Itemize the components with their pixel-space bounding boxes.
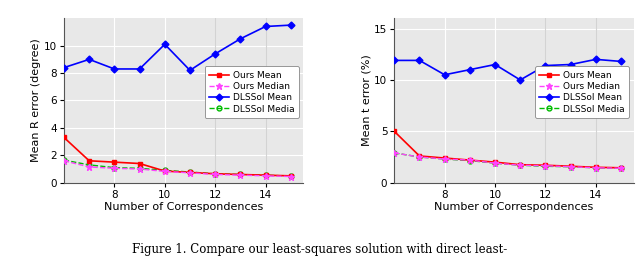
Ours Mean — [262, 174, 269, 177]
DLSSol Mean — [441, 73, 449, 76]
Ours Median — [492, 162, 499, 165]
DLSSol Media — [617, 167, 625, 170]
Ours Median — [466, 158, 474, 162]
DLSSol Mean — [287, 23, 294, 27]
Line: DLSSol Mean: DLSSol Mean — [392, 57, 623, 82]
Line: DLSSol Media: DLSSol Media — [392, 151, 623, 171]
Ours Median — [136, 168, 143, 171]
Ours Median — [592, 166, 600, 169]
DLSSol Mean — [466, 68, 474, 71]
Ours Median — [567, 165, 575, 168]
DLSSol Media — [60, 158, 68, 162]
Line: Ours Median: Ours Median — [391, 150, 624, 171]
Ours Median — [441, 157, 449, 161]
Line: Ours Mean: Ours Mean — [392, 129, 623, 170]
DLSSol Mean — [567, 63, 575, 66]
DLSSol Mean — [85, 58, 93, 61]
Legend: Ours Mean, Ours Median, DLSSol Mean, DLSSol Media: Ours Mean, Ours Median, DLSSol Mean, DLS… — [205, 66, 299, 118]
DLSSol Media — [567, 165, 575, 168]
Ours Mean — [592, 166, 600, 169]
Ours Mean — [567, 165, 575, 168]
DLSSol Media — [262, 174, 269, 177]
X-axis label: Number of Correspondences: Number of Correspondences — [104, 203, 263, 212]
DLSSol Mean — [262, 25, 269, 28]
Ours Mean — [492, 161, 499, 164]
Line: Ours Mean: Ours Mean — [61, 135, 293, 178]
Ours Mean — [111, 161, 118, 164]
DLSSol Mean — [592, 58, 600, 61]
Y-axis label: Mean t error (%): Mean t error (%) — [362, 55, 371, 146]
DLSSol Mean — [161, 43, 168, 46]
DLSSol Mean — [516, 78, 524, 81]
Line: Ours Median: Ours Median — [61, 158, 294, 180]
Ours Median — [111, 167, 118, 170]
DLSSol Mean — [541, 64, 549, 67]
Line: DLSSol Media: DLSSol Media — [61, 158, 293, 179]
DLSSol Media — [85, 163, 93, 167]
Ours Median — [237, 174, 244, 177]
Line: DLSSol Mean: DLSSol Mean — [61, 23, 293, 73]
DLSSol Mean — [390, 59, 398, 62]
Ours Mean — [466, 158, 474, 162]
DLSSol Media — [441, 157, 449, 161]
DLSSol Media — [237, 173, 244, 176]
Ours Median — [415, 156, 423, 159]
Ours Mean — [390, 130, 398, 133]
Ours Median — [186, 171, 194, 174]
DLSSol Media — [111, 166, 118, 169]
DLSSol Media — [541, 165, 549, 168]
DLSSol Mean — [492, 63, 499, 66]
Ours Mean — [211, 172, 219, 175]
DLSSol Media — [136, 167, 143, 170]
DLSSol Media — [211, 172, 219, 175]
Ours Mean — [85, 159, 93, 162]
DLSSol Media — [516, 164, 524, 167]
Ours Median — [262, 174, 269, 177]
DLSSol Mean — [211, 52, 219, 56]
DLSSol Media — [390, 151, 398, 155]
DLSSol Media — [186, 170, 194, 174]
DLSSol Media — [161, 169, 168, 172]
DLSSol Media — [592, 166, 600, 169]
Ours Median — [85, 165, 93, 169]
Ours Mean — [60, 136, 68, 139]
Ours Median — [617, 167, 625, 170]
Ours Mean — [516, 163, 524, 166]
DLSSol Media — [415, 156, 423, 159]
Ours Median — [60, 159, 68, 162]
Ours Mean — [136, 162, 143, 165]
DLSSol Mean — [617, 60, 625, 63]
Ours Median — [287, 175, 294, 178]
DLSSol Media — [466, 159, 474, 162]
Text: Figure 1. Compare our least-squares solution with direct least-: Figure 1. Compare our least-squares solu… — [132, 243, 508, 256]
Ours Mean — [617, 166, 625, 169]
X-axis label: Number of Correspondences: Number of Correspondences — [435, 203, 593, 212]
DLSSol Mean — [136, 67, 143, 70]
DLSSol Media — [287, 175, 294, 178]
Ours Mean — [415, 155, 423, 158]
DLSSol Mean — [60, 66, 68, 69]
Legend: Ours Mean, Ours Median, DLSSol Mean, DLSSol Media: Ours Mean, Ours Median, DLSSol Mean, DLS… — [535, 66, 629, 118]
DLSSol Mean — [111, 67, 118, 70]
Ours Median — [516, 164, 524, 167]
Ours Median — [211, 173, 219, 176]
Ours Mean — [541, 164, 549, 167]
Ours Median — [161, 170, 168, 173]
Ours Median — [541, 164, 549, 167]
Ours Mean — [441, 157, 449, 160]
DLSSol Mean — [186, 69, 194, 72]
DLSSol Mean — [237, 37, 244, 40]
Ours Mean — [287, 174, 294, 177]
Ours Mean — [161, 169, 168, 173]
Ours Mean — [186, 171, 194, 174]
DLSSol Media — [492, 162, 499, 165]
Ours Median — [390, 151, 398, 155]
DLSSol Mean — [415, 59, 423, 62]
Y-axis label: Mean R error (degree): Mean R error (degree) — [31, 39, 41, 162]
Ours Mean — [237, 173, 244, 176]
